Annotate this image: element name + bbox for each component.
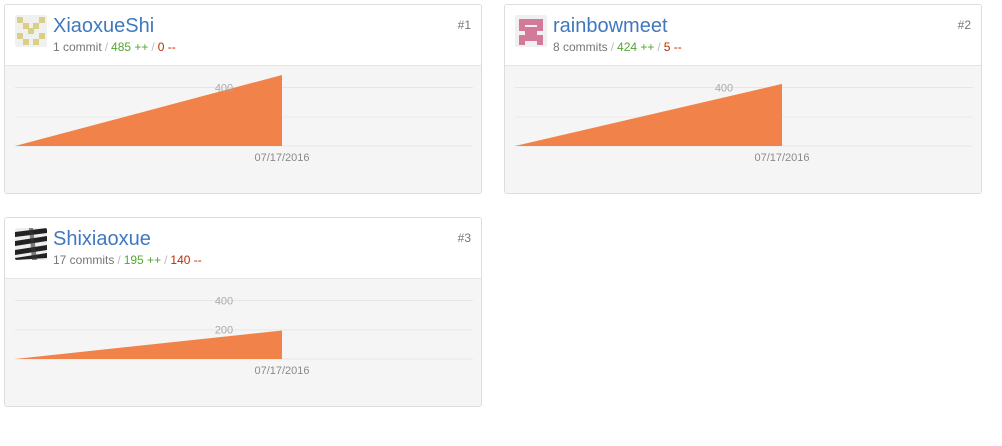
y-tick-label: 400 xyxy=(215,295,233,307)
separator: / xyxy=(657,40,661,54)
additions-count: 195 ++ xyxy=(123,253,162,267)
additions-count: 485 ++ xyxy=(111,40,149,54)
deletions-count: 140 -- xyxy=(170,253,202,267)
rank-label: #1 xyxy=(457,18,471,32)
contribution-chart: 400 07/17/2016 xyxy=(5,66,481,193)
contribution-area xyxy=(515,83,782,146)
y-tick-label: 200 xyxy=(215,325,233,337)
deletions-count: 5 -- xyxy=(663,40,682,54)
separator: / xyxy=(151,40,155,54)
commit-count-link[interactable]: 8 commits xyxy=(553,40,608,54)
contributor-stats: 1 commit/485 ++/0 -- xyxy=(53,39,176,55)
contributor-username-link[interactable]: rainbowmeet xyxy=(553,15,668,37)
x-tick-label: 07/17/2016 xyxy=(254,365,309,377)
contribution-chart-svg: 400 200 07/17/2016 xyxy=(15,295,473,377)
contribution-area xyxy=(15,75,282,146)
rank-label: #3 xyxy=(457,231,471,245)
contributor-card: rainbowmeet 8 commits/424 ++/5 -- #2 400… xyxy=(504,4,982,194)
commit-count-link[interactable]: 17 commits xyxy=(53,253,115,267)
contributor-username-link[interactable]: Shixiaoxue xyxy=(53,228,151,250)
contribution-area xyxy=(15,330,282,359)
x-tick-label: 07/17/2016 xyxy=(254,152,309,164)
contributor-stats: 17 commits/195 ++/140 -- xyxy=(53,252,202,268)
zebra-avatar-icon[interactable] xyxy=(15,228,47,260)
commit-count-link[interactable]: 1 commit xyxy=(53,40,102,54)
contributor-stats: 8 commits/424 ++/5 -- xyxy=(553,39,682,55)
contribution-chart: 400 07/17/2016 xyxy=(505,66,981,193)
separator: / xyxy=(610,40,615,54)
contributor-card: Shixiaoxue 17 commits/195 ++/140 -- #3 4… xyxy=(4,217,482,407)
contribution-chart-svg: 400 07/17/2016 xyxy=(15,75,473,164)
card-header: Shixiaoxue 17 commits/195 ++/140 -- #3 xyxy=(5,218,481,279)
identicon-icon[interactable] xyxy=(515,15,547,47)
separator: / xyxy=(117,253,121,267)
rank-label: #2 xyxy=(957,18,971,32)
contributor-username-link[interactable]: XiaoxueShi xyxy=(53,15,155,37)
contributor-card: XiaoxueShi 1 commit/485 ++/0 -- #1 400 07… xyxy=(4,4,482,194)
x-tick-label: 07/17/2016 xyxy=(754,152,809,164)
y-tick-label: 400 xyxy=(215,82,233,94)
contribution-chart-svg: 400 07/17/2016 xyxy=(515,82,973,164)
identicon-icon[interactable] xyxy=(15,15,47,47)
y-tick-label: 400 xyxy=(715,82,733,94)
contribution-chart: 400 200 07/17/2016 xyxy=(5,279,481,406)
additions-count: 424 ++ xyxy=(617,40,655,54)
card-header: rainbowmeet 8 commits/424 ++/5 -- #2 xyxy=(505,5,981,66)
card-header: XiaoxueShi 1 commit/485 ++/0 -- #1 xyxy=(5,5,481,66)
separator: / xyxy=(104,40,109,54)
deletions-count: 0 -- xyxy=(157,40,176,54)
separator: / xyxy=(164,253,168,267)
